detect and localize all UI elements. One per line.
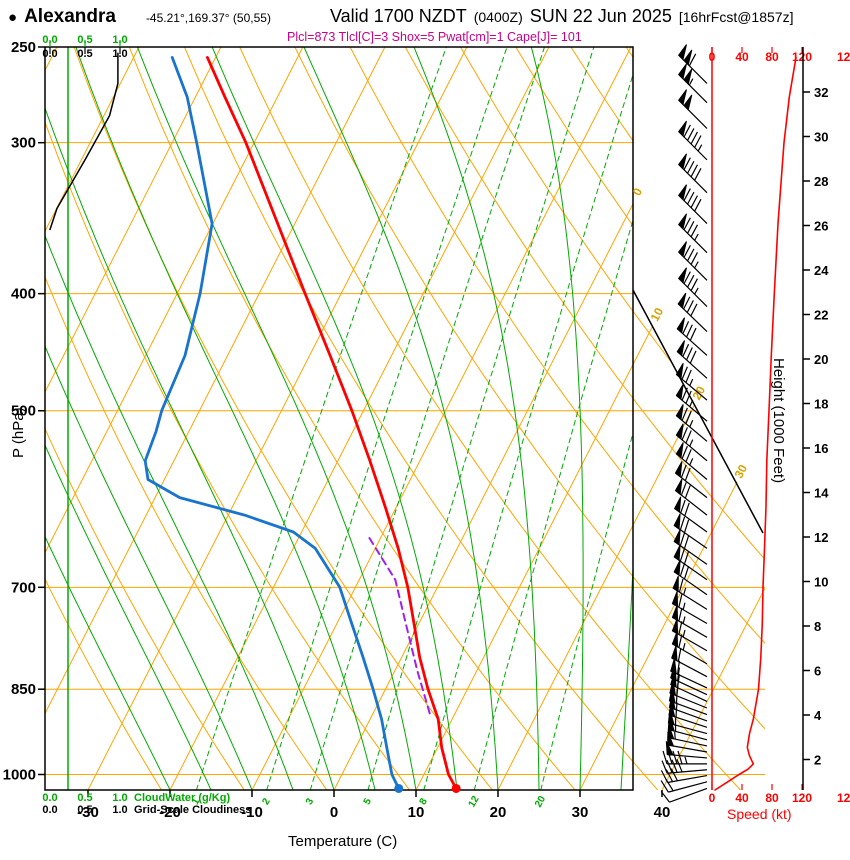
svg-text:-10: -10 — [241, 804, 263, 821]
cloudiness-scale-value: 1.0 — [112, 804, 128, 816]
mixing-ratio-labels: 1 2 3 5 8 12 20 — [190, 794, 548, 810]
svg-text:120: 120 — [837, 50, 850, 64]
valid-date: SUN 22 Jun 2025 — [529, 6, 672, 26]
pressure-axis-label: P (hPa) — [10, 407, 27, 458]
temperature-curve — [205, 56, 458, 790]
cloud-fraction-profile — [49, 52, 119, 231]
svg-text:10: 10 — [814, 575, 828, 590]
svg-text:700: 700 — [11, 579, 36, 596]
svg-text:20: 20 — [490, 804, 507, 821]
svg-text:1000: 1000 — [3, 766, 36, 783]
svg-text:10: 10 — [648, 305, 667, 324]
cloudwater-scale-value: 0.5 — [77, 34, 93, 46]
valid-time: Valid 1700 NZDT — [330, 6, 467, 26]
svg-text:26: 26 — [814, 219, 828, 234]
svg-text:120: 120 — [792, 50, 812, 64]
cloudiness-scale-value: 0.0 — [42, 48, 58, 60]
speed-axis-label: Speed (kt) — [727, 806, 792, 822]
pressure-axis: 250 300 400 500 700 850 1000 — [3, 39, 45, 783]
station-name: Alexandra — [24, 6, 116, 27]
station-header: ● Alexandra -45.21°,169.37° (50,55) — [8, 6, 271, 28]
svg-text:12: 12 — [467, 794, 482, 810]
svg-text:2: 2 — [814, 753, 821, 768]
svg-text:10: 10 — [408, 804, 425, 821]
cloudwater-scale-value: 1.0 — [112, 792, 128, 804]
cloudwater-scale-value: 1.0 — [112, 34, 128, 46]
svg-text:300: 300 — [11, 135, 36, 152]
svg-text:0: 0 — [330, 804, 338, 821]
svg-text:-20: -20 — [159, 804, 181, 821]
svg-text:8: 8 — [418, 796, 431, 807]
svg-text:30: 30 — [814, 130, 828, 145]
svg-text:14: 14 — [814, 486, 829, 501]
svg-text:1: 1 — [190, 796, 203, 807]
svg-text:30: 30 — [732, 462, 751, 481]
dewpoint-surface-dot — [394, 783, 404, 793]
station-coordinates: -45.21°,169.37° (50,55) — [145, 11, 271, 25]
height-axis-label: Height (1000 Feet) — [770, 358, 787, 484]
svg-text:8: 8 — [814, 619, 821, 634]
svg-text:16: 16 — [814, 441, 828, 456]
svg-text:80: 80 — [765, 791, 779, 805]
wind-barbs — [660, 44, 708, 803]
dewpoint-curve — [143, 56, 401, 790]
svg-text:850: 850 — [11, 681, 36, 698]
svg-text:18: 18 — [814, 397, 828, 412]
valid-time-header: Valid 1700 NZDT (0400Z) SUN 22 Jun 2025 … — [330, 6, 793, 27]
svg-text:28: 28 — [814, 174, 828, 189]
svg-text:40: 40 — [735, 50, 749, 64]
cloudwater-scale-value: 0.0 — [42, 34, 58, 46]
svg-text:32: 32 — [814, 85, 828, 100]
svg-text:12: 12 — [814, 530, 828, 545]
temperature-surface-dot — [451, 783, 461, 793]
svg-text:-30: -30 — [77, 804, 99, 821]
forecast-hour: [16hrFcst@1857z] — [678, 9, 794, 25]
cloudwater-scale-value: 0.0 — [42, 792, 58, 804]
cloudwater-axis-label: CloudWater (g/Kg) — [134, 792, 231, 804]
svg-text:20: 20 — [533, 794, 548, 810]
svg-text:6: 6 — [814, 664, 821, 679]
svg-text:120: 120 — [837, 791, 850, 805]
svg-text:0: 0 — [630, 185, 646, 198]
cloudiness-axis-label: Grid-Scale Cloudiness — [134, 804, 252, 816]
valid-time-utc: (0400Z) — [473, 9, 523, 25]
svg-text:0: 0 — [709, 50, 716, 64]
parcel-path — [367, 535, 431, 715]
top-scale-ticks — [49, 40, 121, 54]
svg-text:30: 30 — [572, 804, 589, 821]
svg-text:5: 5 — [362, 796, 375, 807]
station-bullet-icon: ● — [8, 9, 18, 26]
svg-text:120: 120 — [792, 791, 812, 805]
svg-text:500: 500 — [11, 403, 36, 420]
cloudiness-scale-value: 0.5 — [77, 804, 93, 816]
temperature-axis: -30 -20 -10 0 10 20 30 40 — [77, 790, 670, 821]
svg-text:20: 20 — [814, 352, 828, 367]
cloudiness-scale-value: 0.5 — [77, 48, 93, 60]
plot-border — [44, 46, 634, 791]
svg-text:22: 22 — [814, 308, 828, 323]
svg-text:24: 24 — [814, 263, 829, 278]
temperature-axis-label: Temperature (C) — [288, 833, 398, 850]
svg-text:80: 80 — [765, 50, 779, 64]
grid-boundary-diagonal — [632, 289, 764, 534]
cloudiness-scale-value: 0.0 — [42, 804, 58, 816]
speed-axis: 0 0 40 40 80 80 120 120 120 120 — [709, 47, 850, 805]
speed-curve — [714, 56, 797, 791]
cloudiness-scale-value: 1.0 — [112, 48, 128, 60]
svg-text:4: 4 — [814, 708, 822, 723]
svg-text:40: 40 — [735, 791, 749, 805]
cloudwater-scale-value: 0.5 — [77, 792, 93, 804]
svg-text:2: 2 — [260, 796, 273, 807]
sounding-indices: Plcl=873 Tlcl[C]=3 Shox=5 Pwat[cm]=1 Cap… — [287, 30, 582, 44]
grid-green — [45, 47, 633, 790]
svg-text:3: 3 — [304, 796, 317, 807]
svg-text:400: 400 — [11, 286, 36, 303]
svg-text:0: 0 — [709, 791, 716, 805]
svg-text:40: 40 — [654, 804, 671, 821]
svg-text:250: 250 — [11, 39, 36, 56]
